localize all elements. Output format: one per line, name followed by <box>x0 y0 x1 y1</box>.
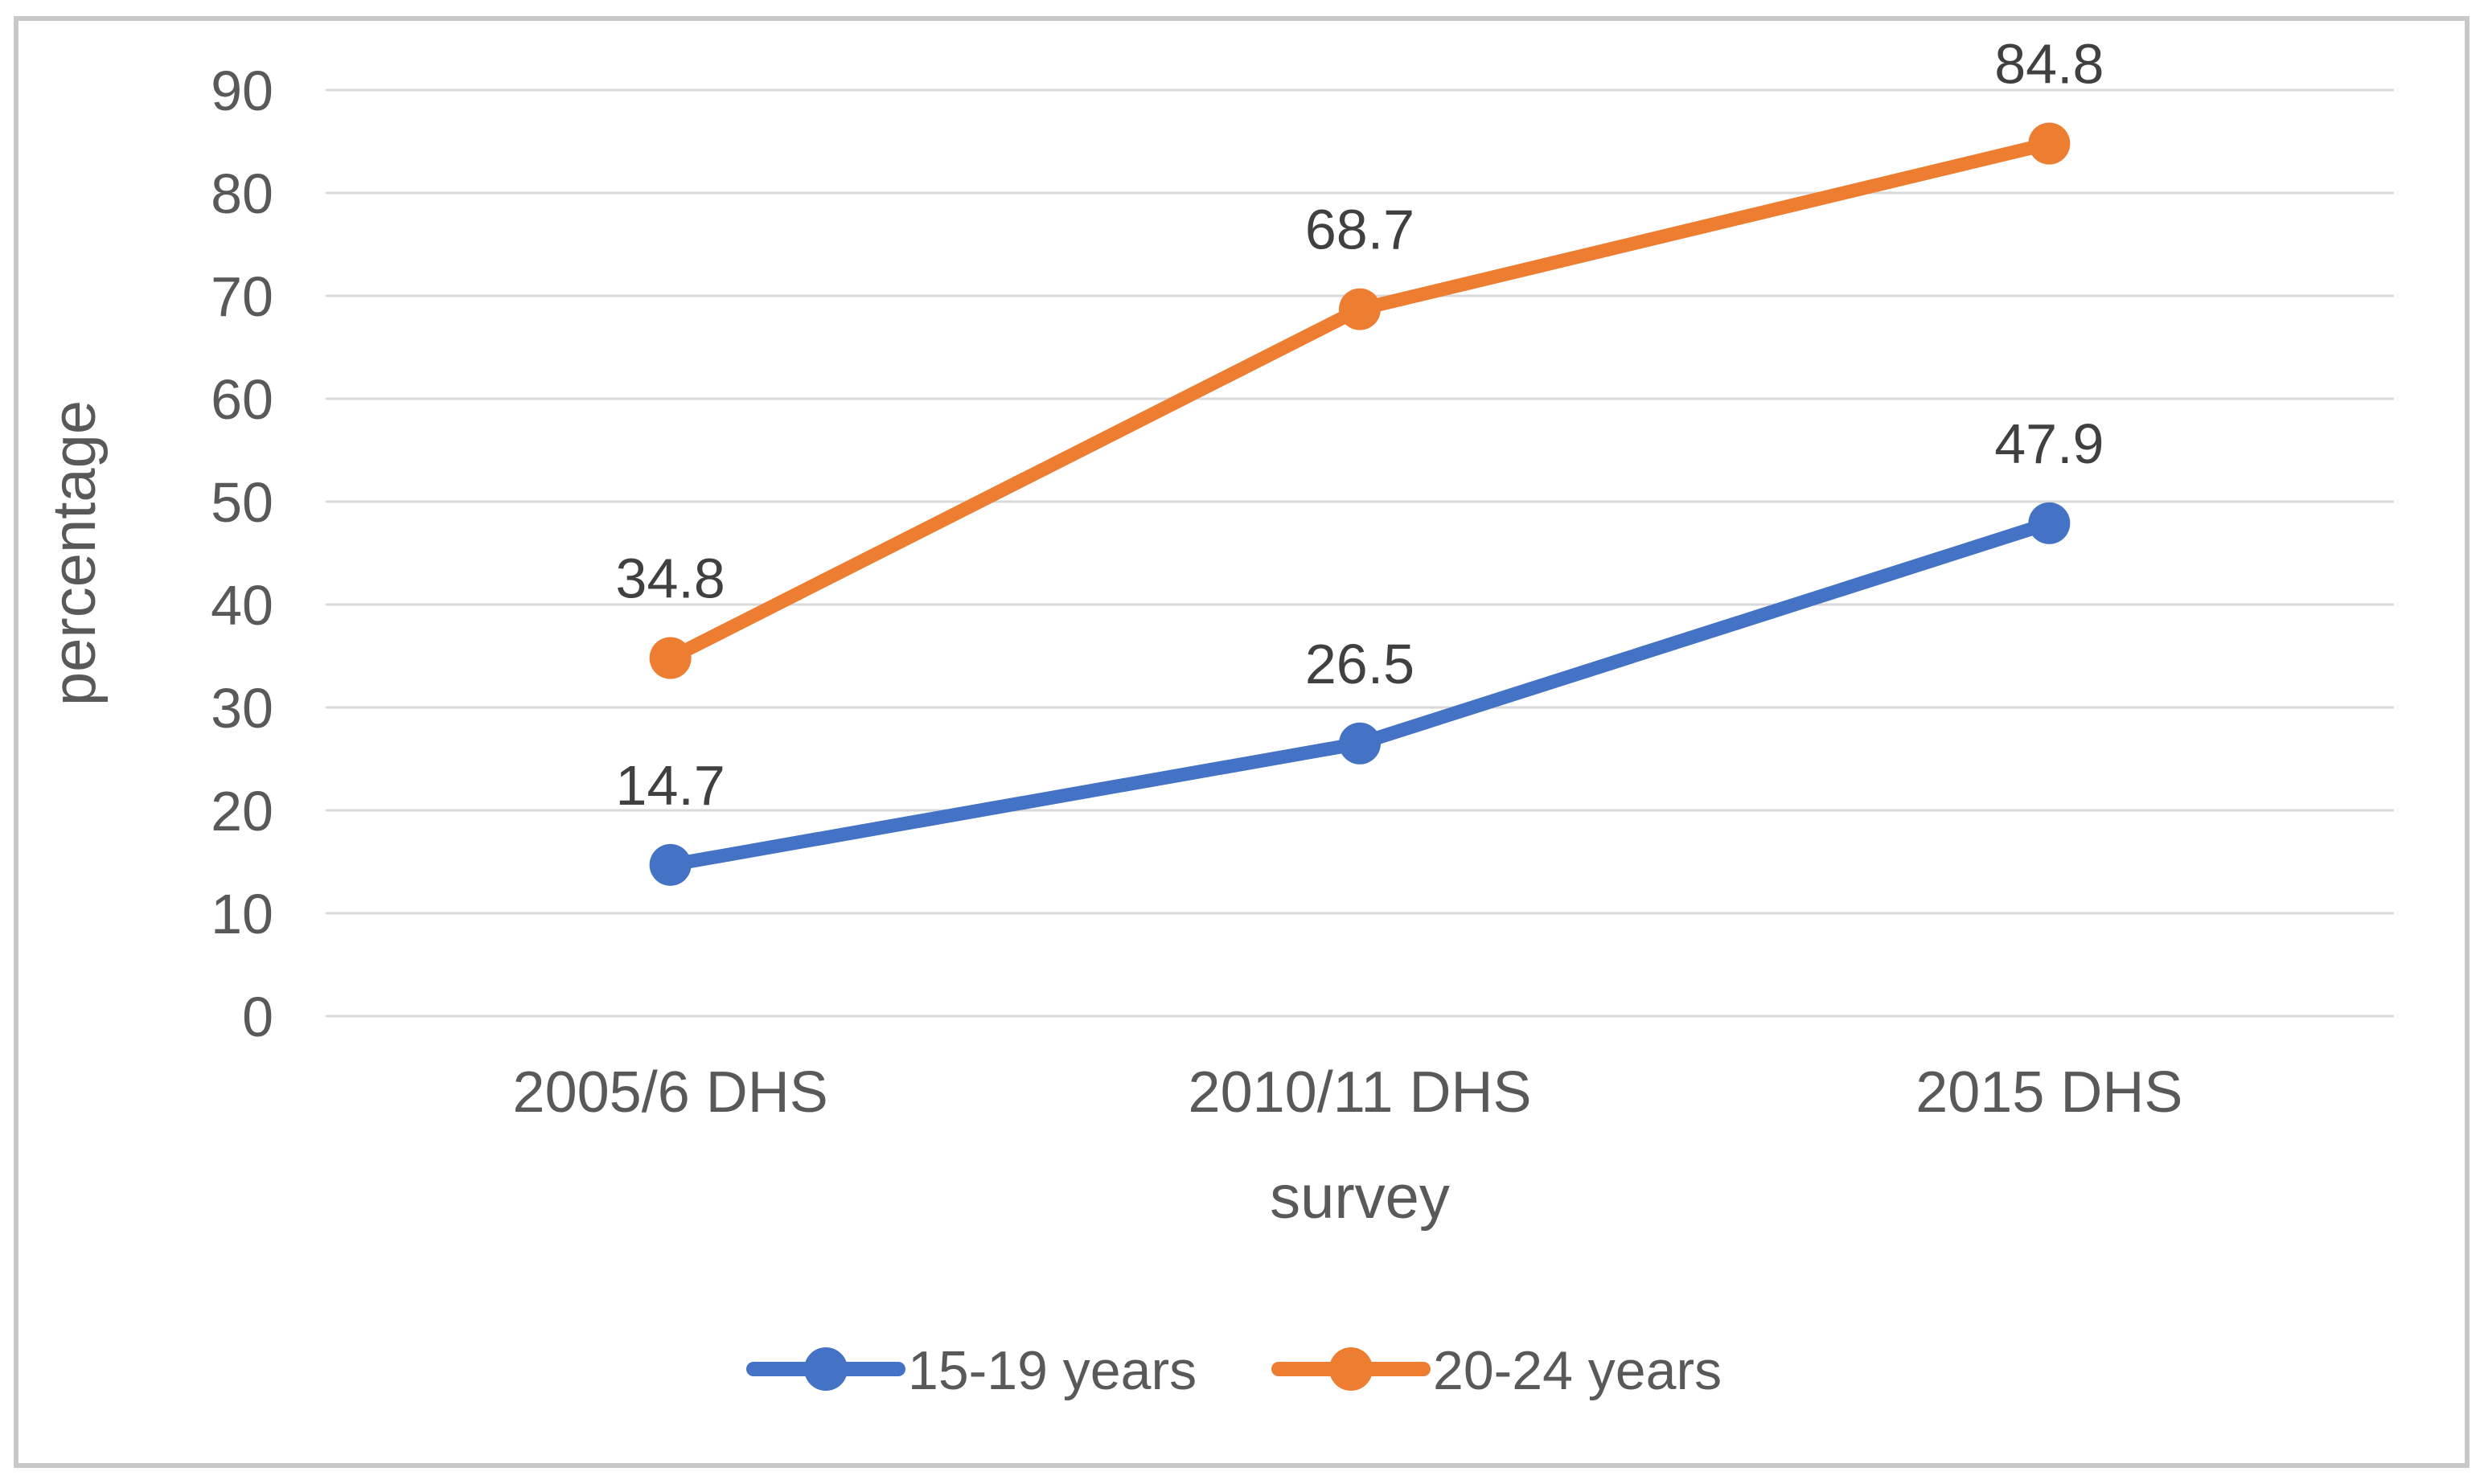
legend: 15-19 years 20-24 years <box>746 1340 1722 1401</box>
y-tick-label: 80 <box>211 162 273 225</box>
x-axis-title: survey <box>1270 1163 1450 1232</box>
legend-dot-marker-icon <box>804 1347 848 1391</box>
data-point-marker <box>2028 502 2071 544</box>
data-point-marker <box>1339 722 1381 765</box>
y-tick-label: 70 <box>211 265 273 328</box>
legend-item-20-24-years: 20-24 years <box>1271 1340 1722 1401</box>
data-label: 68.7 <box>1305 199 1414 261</box>
data-label: 26.5 <box>1305 633 1414 695</box>
x-tick-label: 2005/6 DHS <box>513 1060 828 1125</box>
data-label: 47.9 <box>1994 412 2104 475</box>
legend-label: 20-24 years <box>1433 1340 1722 1401</box>
y-tick-label: 10 <box>211 883 273 945</box>
legend-label: 15-19 years <box>908 1340 1197 1401</box>
data-point-marker <box>649 637 692 679</box>
y-tick-label: 90 <box>211 59 273 122</box>
y-tick-label: 40 <box>211 574 273 637</box>
x-tick-label: 2015 DHS <box>1915 1060 2182 1125</box>
data-label: 84.8 <box>1994 33 2104 96</box>
x-axis-tick-labels: 2005/6 DHS 2010/11 DHS 2015 DHS <box>513 1060 2183 1125</box>
y-axis-tick-labels: 0 10 20 30 40 50 60 70 80 90 <box>211 59 273 1048</box>
y-tick-label: 0 <box>242 986 273 1048</box>
y-axis-title: percentage <box>40 400 109 706</box>
series-group: 14.7 26.5 47.9 34.8 68.7 84.8 <box>616 33 2104 886</box>
x-tick-label: 2010/11 DHS <box>1189 1060 1532 1125</box>
y-tick-label: 50 <box>211 471 273 534</box>
data-point-marker <box>2028 122 2071 165</box>
gridlines <box>326 88 2394 1018</box>
data-point-marker <box>1339 288 1381 330</box>
y-tick-label: 30 <box>211 677 273 740</box>
legend-item-15-19-years: 15-19 years <box>746 1340 1197 1401</box>
y-tick-label: 20 <box>211 780 273 842</box>
y-tick-label: 60 <box>211 368 273 431</box>
data-label: 14.7 <box>616 754 725 817</box>
data-label: 34.8 <box>616 547 725 610</box>
chart-border <box>14 16 2470 1468</box>
legend-dot-marker-icon <box>1329 1347 1373 1391</box>
data-point-marker <box>649 843 692 886</box>
